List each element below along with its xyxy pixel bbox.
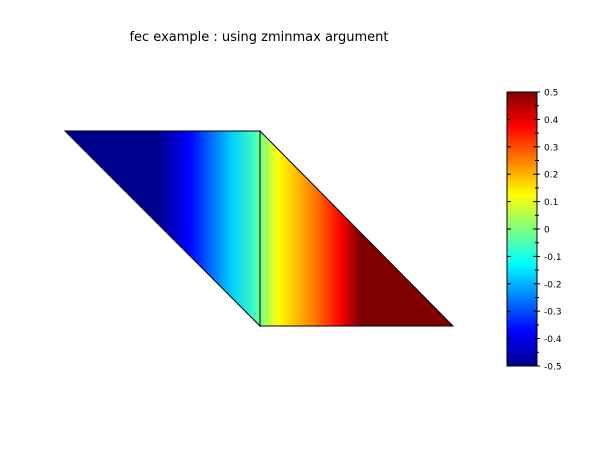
colorbar-tick-label: -0.2 (544, 280, 562, 290)
colorbar-tick-label: -0.4 (544, 335, 562, 345)
colorbar-tick-label: -0.1 (544, 253, 562, 263)
mesh-triangle-left (63, 130, 261, 328)
mesh-triangle-right (259, 129, 455, 327)
colorbar-ticks: 0.5 0.4 0.3 0.2 0.1 0 -0.1 -0.2 -0.3 -0.4 -0.5 (507, 89, 562, 373)
chart-title: fec example : using zminmax argument (129, 30, 389, 45)
colorbar-tick-label: 0.1 (544, 198, 558, 208)
colorbar-tick-label: 0.3 (544, 143, 558, 153)
colorbar-tick-label: 0 (544, 226, 550, 236)
colorbar: 0.5 0.4 0.3 0.2 0.1 0 -0.1 -0.2 -0.3 -0.4 -0.5 (506, 89, 562, 373)
colorbar-tick-label: 0.2 (544, 171, 558, 181)
colorbar-tick-label: 0.4 (544, 116, 559, 126)
colorbar-tick-label: 0.5 (544, 89, 558, 99)
mesh-triangles (63, 129, 455, 328)
colorbar-tick-label: -0.5 (544, 363, 562, 373)
colorbar-tick-label: -0.3 (544, 308, 562, 318)
colorbar-fill (506, 91, 538, 367)
